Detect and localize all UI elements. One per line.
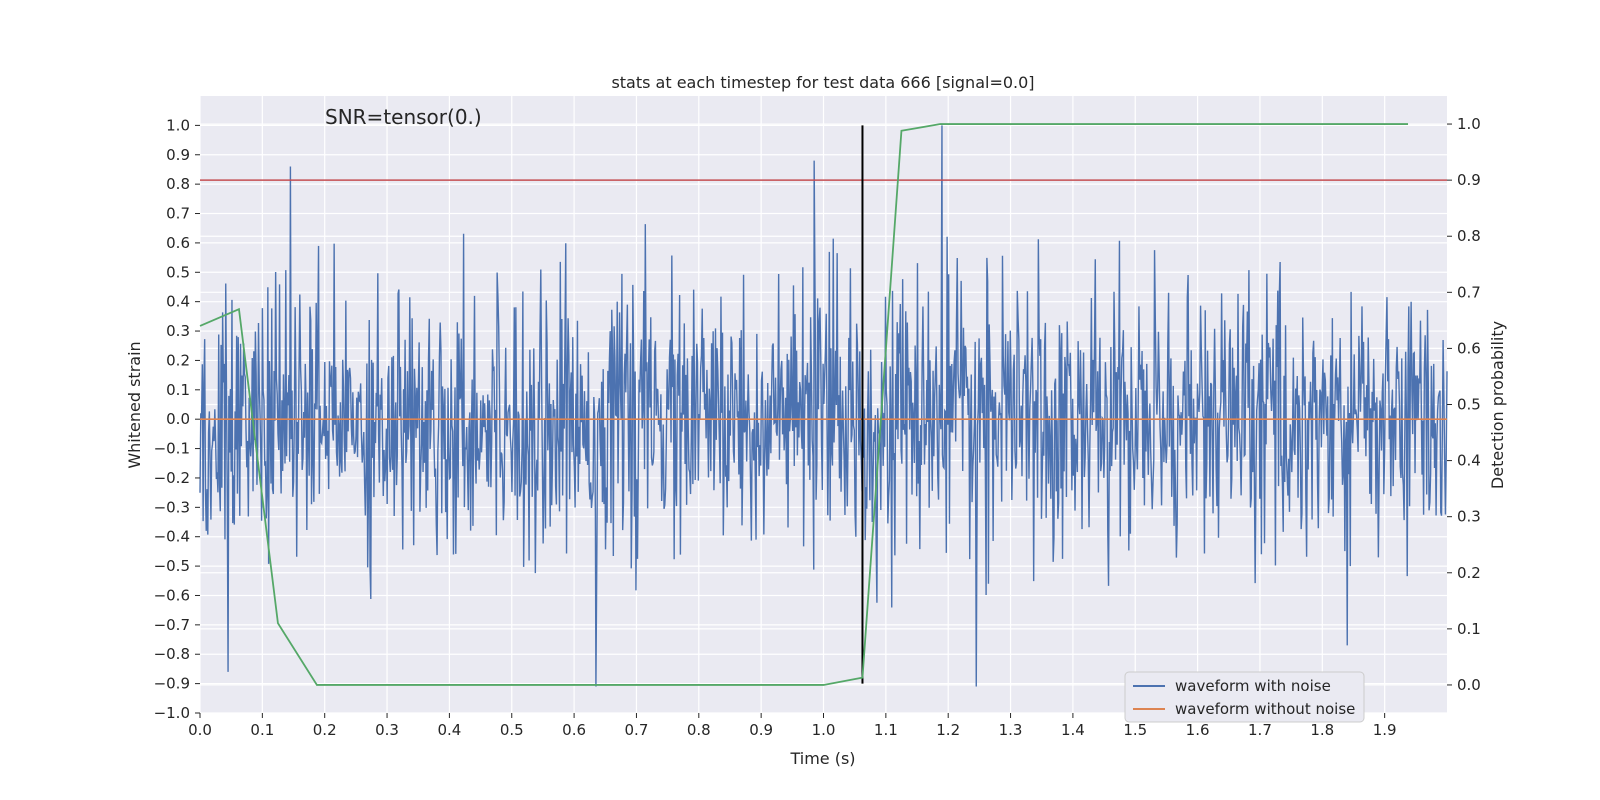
- x-tick-label: 1.6: [1186, 721, 1210, 739]
- x-tick-label: 0.6: [562, 721, 586, 739]
- y-tick-label: 1.0: [166, 116, 190, 134]
- y-tick-label: 0.6: [166, 234, 190, 252]
- detection-probability-line: [199, 123, 1409, 686]
- y-tick-label: 0.1: [166, 381, 190, 399]
- y-right-tick-label: 0.1: [1457, 620, 1481, 638]
- y-axis-label-right: Detection probability: [1488, 321, 1507, 489]
- y-axis-ticks-right: 0.0 0.1 0.2 0.3 0.4 0.5 0.6 0.7 0.8 0.9 1.0: [1447, 115, 1481, 694]
- y-tick-label: 0.4: [166, 293, 190, 311]
- y-right-tick-label: 0.4: [1457, 452, 1481, 470]
- x-tick-label: 1.0: [812, 721, 836, 739]
- y-right-tick-label: 0.9: [1457, 171, 1481, 189]
- x-tick-label: 0.7: [625, 721, 649, 739]
- series-detection-probability: [199, 123, 1409, 686]
- x-tick-label: 0.1: [250, 721, 274, 739]
- y-axis-ticks-left: −1.0 −0.9 −0.8 −0.7 −0.6 −0.5 −0.4 −0.3 −0.2 −0.1…: [154, 116, 200, 722]
- y-tick-label: −0.2: [154, 469, 190, 487]
- x-tick-label: 1.9: [1373, 721, 1397, 739]
- legend-box: [1124, 671, 1365, 723]
- y-right-tick-label: 0.6: [1457, 339, 1481, 357]
- snr-annotation: SNR=tensor(0.): [325, 105, 482, 129]
- y-axis-label-left: Whitened strain: [125, 341, 144, 468]
- y-tick-label: 0.2: [166, 351, 190, 369]
- y-right-tick-label: 0.5: [1457, 396, 1481, 414]
- legend-label-noise: waveform with noise: [1175, 677, 1331, 695]
- y-tick-label: −0.6: [154, 586, 190, 604]
- x-tick-label: 0.9: [749, 721, 773, 739]
- x-tick-label: 1.8: [1310, 721, 1334, 739]
- y-tick-label: −0.8: [154, 645, 190, 663]
- y-tick-label: 0.9: [166, 146, 190, 164]
- y-right-tick-label: 0.3: [1457, 508, 1481, 526]
- x-tick-label: 1.5: [1123, 721, 1147, 739]
- x-tick-label: 1.3: [999, 721, 1023, 739]
- legend: waveform with noise waveform without noi…: [1124, 671, 1365, 723]
- y-tick-label: −0.9: [154, 675, 190, 693]
- y-tick-label: 0.0: [166, 410, 190, 428]
- y-tick-label: −1.0: [154, 704, 190, 722]
- x-tick-label: 1.2: [936, 721, 960, 739]
- y-right-tick-label: 0.0: [1457, 676, 1481, 694]
- x-tick-label: 0.8: [687, 721, 711, 739]
- x-tick-label: 1.1: [874, 721, 898, 739]
- y-right-tick-label: 1.0: [1457, 115, 1481, 133]
- y-tick-label: −0.4: [154, 528, 190, 546]
- y-tick-label: −0.5: [154, 557, 190, 575]
- y-tick-label: −0.7: [154, 616, 190, 634]
- legend-label-clean: waveform without noise: [1175, 700, 1355, 718]
- x-axis-label: Time (s): [789, 749, 855, 768]
- y-tick-label: 0.5: [166, 263, 190, 281]
- y-right-tick-label: 0.7: [1457, 283, 1481, 301]
- x-axis-ticks: 0.0 0.1 0.2 0.3 0.4 0.5 0.6 0.7 0.8 0.9 1.0 1.1 1.2 1…: [188, 713, 1397, 739]
- y-right-tick-label: 0.8: [1457, 227, 1481, 245]
- series-waveform-with-noise: [199, 125, 1448, 687]
- chart-title: stats at each timestep for test data 666…: [611, 73, 1034, 92]
- waveform-with-noise-line: [199, 125, 1448, 687]
- y-tick-label: 0.7: [166, 205, 190, 223]
- x-tick-label: 0.0: [188, 721, 212, 739]
- y-tick-label: −0.1: [154, 440, 190, 458]
- y-tick-label: 0.8: [166, 175, 190, 193]
- y-tick-label: −0.3: [154, 498, 190, 516]
- x-tick-label: 1.7: [1248, 721, 1272, 739]
- x-tick-label: 0.4: [437, 721, 461, 739]
- reference-lines: [200, 125, 1447, 684]
- x-tick-label: 1.4: [1061, 721, 1085, 739]
- x-tick-label: 0.3: [375, 721, 399, 739]
- y-right-tick-label: 0.2: [1457, 564, 1481, 582]
- x-tick-label: 0.5: [500, 721, 524, 739]
- x-tick-label: 0.2: [313, 721, 337, 739]
- y-tick-label: 0.3: [166, 322, 190, 340]
